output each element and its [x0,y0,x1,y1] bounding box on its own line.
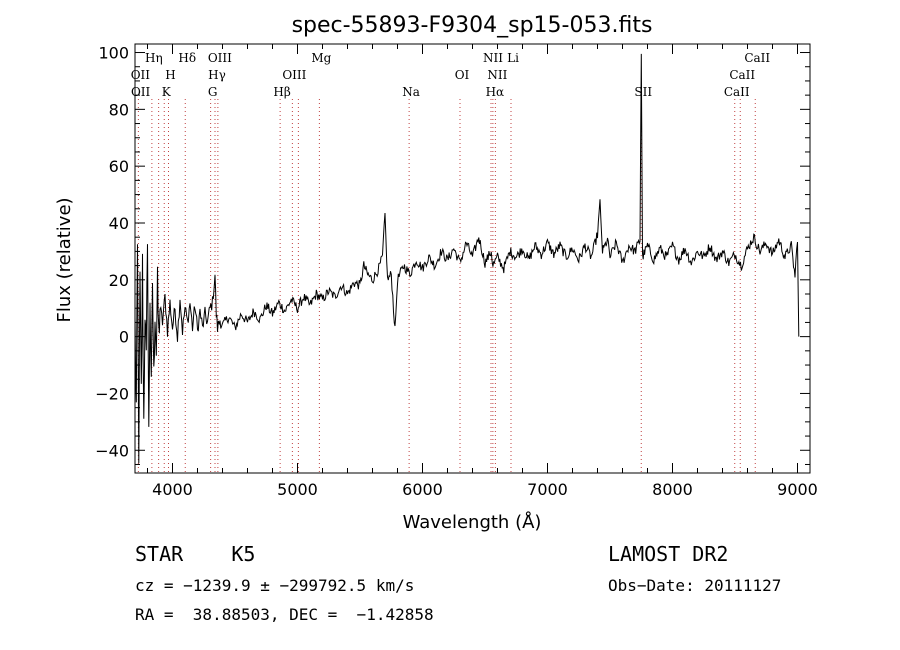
object-type: STAR K5 [135,542,256,566]
line-marker-label: H [165,68,175,82]
line-marker-label: Li [507,51,519,65]
y-tick-label: −20 [95,384,129,403]
x-tick-label: 6000 [402,480,443,499]
spectral-line-markers [137,99,756,473]
plot-frame [134,43,811,474]
x-axis-label: Wavelength (Å) [403,511,542,533]
line-marker-label: OI [455,68,470,82]
y-axis-label: Flux (relative) [54,197,75,322]
line-marker-label: Hβ [273,85,290,99]
line-marker-label: OIII [208,51,232,65]
line-marker-label: CaII [729,68,755,82]
line-marker-label: NII [483,51,503,65]
chart-title: spec-55893-F9304_sp15-053.fits [292,13,653,38]
y-tick-label: −40 [95,441,129,460]
line-marker-label: CaII [724,85,750,99]
y-tick-label: 20 [109,271,129,290]
y-tick-label: 60 [109,157,129,176]
line-marker-label: Hα [486,85,505,99]
line-marker-label: Na [402,85,420,99]
line-marker-label: OIII [282,68,306,82]
y-tick-label: 100 [98,44,129,63]
x-tick-label: 7000 [527,480,568,499]
x-tick-label: 8000 [652,480,693,499]
coordinates: RA = 38.88503, DEC = −1.42858 [135,605,434,624]
line-marker-label: Hγ [208,68,226,82]
x-tick-label: 4000 [152,480,193,499]
spectrum-series-line [134,53,800,464]
y-tick-label: 40 [109,214,129,233]
y-tick-label: 0 [119,328,129,347]
line-marker-label: SII [634,85,652,99]
y-tick-label: 80 [109,100,129,119]
obs-date: Obs−Date: 20111127 [608,576,782,595]
line-marker-label: G [208,85,218,99]
line-marker-label: OII [131,85,151,99]
survey-name: LAMOST DR2 [608,542,729,566]
x-tick-label: 5000 [277,480,318,499]
line-marker-label: K [162,85,172,99]
x-tick-label: 9000 [777,480,818,499]
redshift-line: cz = −1239.9 ± −299792.5 km/s [135,576,415,595]
line-marker-label: NII [487,68,507,82]
line-marker-label: Mg [311,51,331,65]
line-marker-label: Hη [145,51,163,65]
line-marker-label: CaII [744,51,770,65]
axis-ticks: 4000 5000 6000 7000 8000 9000 −40 −20 0 20 40 60 80 1… [95,44,818,499]
line-marker-label: Hδ [178,51,196,65]
line-marker-label: OII [131,68,151,82]
